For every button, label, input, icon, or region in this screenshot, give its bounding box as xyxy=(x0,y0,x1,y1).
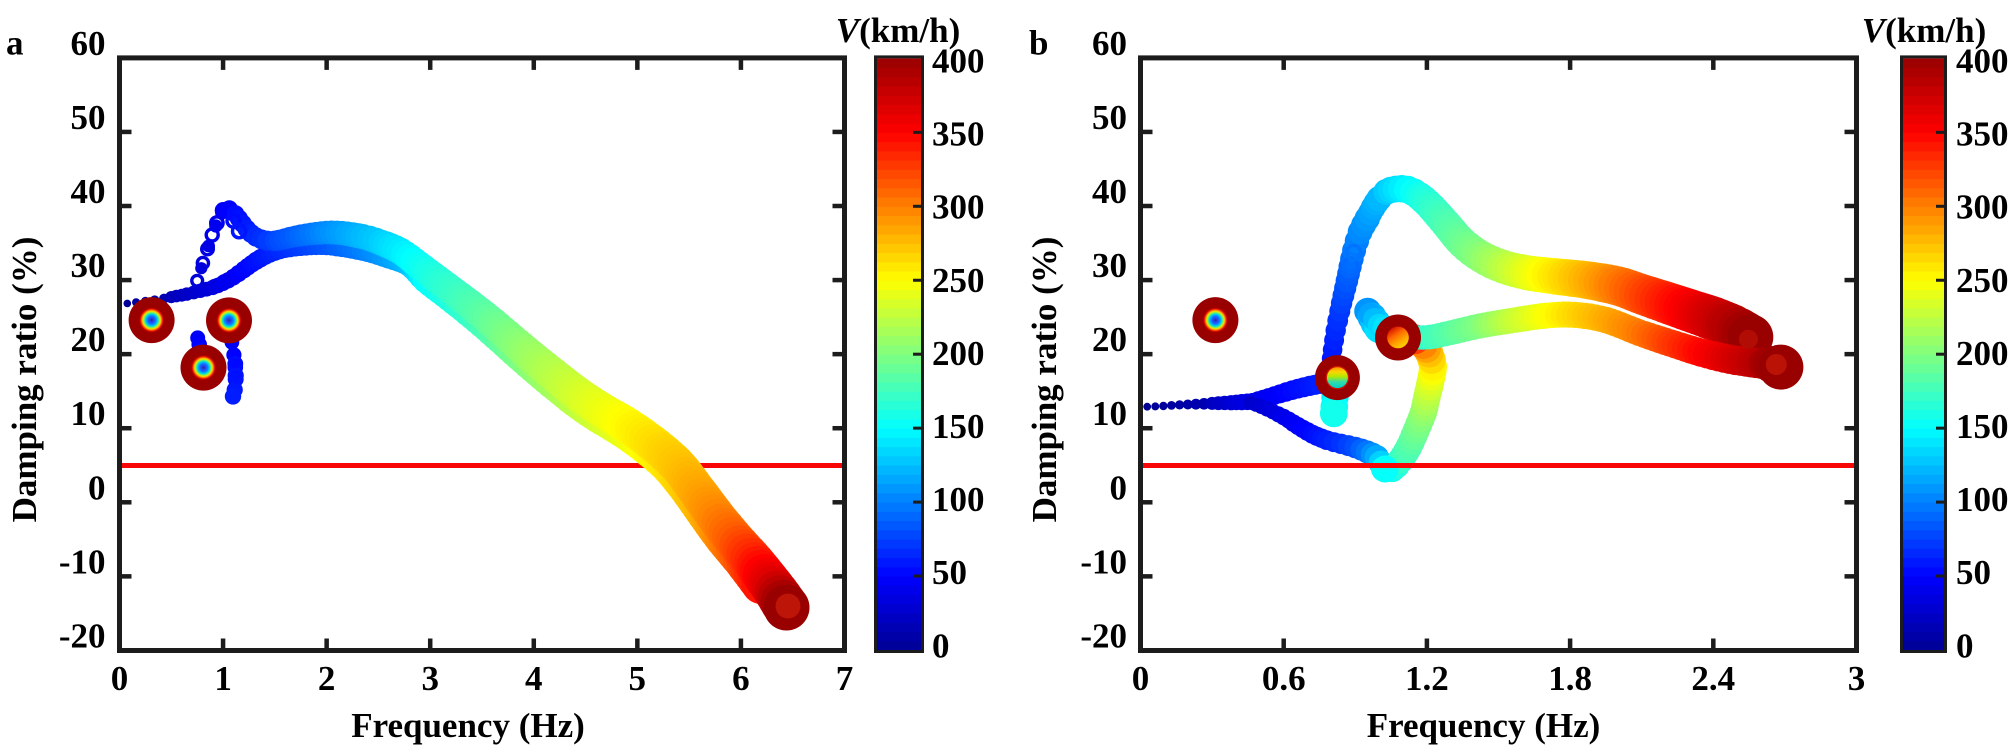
svg-text:0: 0 xyxy=(1132,659,1150,698)
svg-text:300: 300 xyxy=(1956,188,2009,227)
svg-text:400: 400 xyxy=(1956,42,2009,81)
svg-text:10: 10 xyxy=(1092,394,1127,433)
svg-text:1.8: 1.8 xyxy=(1548,659,1592,698)
svg-text:-20: -20 xyxy=(59,617,106,656)
svg-text:3: 3 xyxy=(1848,659,1866,698)
svg-text:0: 0 xyxy=(932,626,950,665)
svg-text:1: 1 xyxy=(214,659,232,698)
svg-text:250: 250 xyxy=(932,261,985,300)
svg-text:100: 100 xyxy=(932,480,985,519)
svg-text:10: 10 xyxy=(71,394,106,433)
svg-text:0.6: 0.6 xyxy=(1262,659,1306,698)
svg-text:60: 60 xyxy=(1092,24,1127,63)
svg-text:350: 350 xyxy=(1956,115,2009,154)
svg-text:2: 2 xyxy=(318,659,336,698)
svg-text:20: 20 xyxy=(71,320,106,359)
svg-text:300: 300 xyxy=(932,188,985,227)
svg-text:50: 50 xyxy=(1092,98,1127,137)
svg-text:3: 3 xyxy=(421,659,439,698)
svg-text:-10: -10 xyxy=(1080,542,1127,581)
svg-text:4: 4 xyxy=(525,659,543,698)
svg-text:7: 7 xyxy=(836,659,854,698)
svg-text:a: a xyxy=(6,24,24,63)
svg-text:50: 50 xyxy=(71,98,106,137)
svg-text:6: 6 xyxy=(732,659,750,698)
svg-text:Damping ratio (%): Damping ratio (%) xyxy=(5,237,44,523)
svg-text:40: 40 xyxy=(71,172,106,211)
svg-text:250: 250 xyxy=(1956,261,2009,300)
svg-text:100: 100 xyxy=(1956,480,2009,519)
svg-text:0: 0 xyxy=(1956,626,1974,665)
svg-text:20: 20 xyxy=(1092,320,1127,359)
svg-text:0: 0 xyxy=(88,468,106,507)
svg-text:1.2: 1.2 xyxy=(1405,659,1449,698)
svg-text:30: 30 xyxy=(1092,246,1127,285)
svg-text:50: 50 xyxy=(1956,553,1991,592)
svg-text:0: 0 xyxy=(1110,468,1128,507)
svg-text:60: 60 xyxy=(71,24,106,63)
svg-text:Damping ratio (%): Damping ratio (%) xyxy=(1025,237,1064,523)
svg-text:2.4: 2.4 xyxy=(1691,659,1735,698)
svg-text:0: 0 xyxy=(111,659,129,698)
svg-text:Frequency (Hz): Frequency (Hz) xyxy=(1367,706,1601,745)
svg-text:-20: -20 xyxy=(1080,617,1127,656)
svg-text:-10: -10 xyxy=(59,542,106,581)
svg-text:V(km/h): V(km/h) xyxy=(1862,11,1986,50)
svg-text:50: 50 xyxy=(932,553,967,592)
svg-text:40: 40 xyxy=(1092,172,1127,211)
svg-text:Frequency (Hz): Frequency (Hz) xyxy=(351,706,585,745)
svg-text:350: 350 xyxy=(932,115,985,154)
svg-text:200: 200 xyxy=(932,334,985,373)
svg-text:V(km/h): V(km/h) xyxy=(836,11,960,50)
svg-text:400: 400 xyxy=(932,42,985,81)
svg-text:150: 150 xyxy=(1956,407,2009,446)
svg-text:30: 30 xyxy=(71,246,106,285)
svg-text:150: 150 xyxy=(932,407,985,446)
svg-text:5: 5 xyxy=(629,659,647,698)
svg-text:200: 200 xyxy=(1956,334,2009,373)
svg-text:b: b xyxy=(1029,24,1048,63)
